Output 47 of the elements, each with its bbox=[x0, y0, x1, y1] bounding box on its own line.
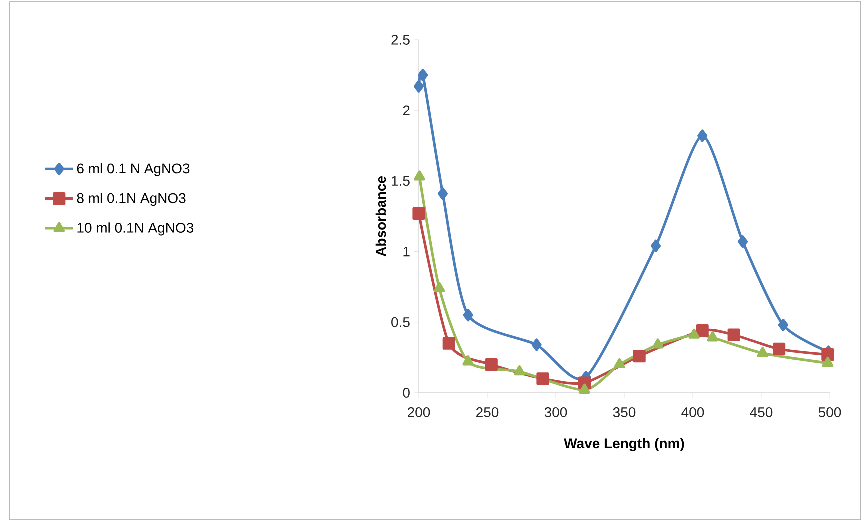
y-tick-label: 1 bbox=[404, 246, 410, 257]
point bbox=[778, 318, 788, 332]
point bbox=[412, 207, 426, 220]
point bbox=[485, 358, 498, 372]
point bbox=[418, 68, 428, 82]
point bbox=[442, 337, 456, 350]
point bbox=[773, 342, 786, 356]
point bbox=[757, 347, 768, 358]
point bbox=[536, 372, 550, 386]
point bbox=[738, 236, 748, 248]
point bbox=[728, 328, 740, 342]
x-axis-title: Wave Length (nm) bbox=[564, 438, 684, 452]
y-tick-label: 2 bbox=[403, 106, 410, 116]
point bbox=[462, 356, 474, 366]
y-tick-label: 0.5 bbox=[392, 317, 410, 328]
y-axis-title: Absorbance bbox=[376, 176, 386, 257]
legend-label: 8 ml 0.1N AgNO3 bbox=[77, 193, 186, 206]
legend-label: 10 ml 0.1N AgNO3 bbox=[78, 222, 194, 236]
y-tick-label: 1.5 bbox=[392, 176, 410, 186]
x-tick-label: 200 bbox=[408, 408, 430, 418]
x-tick-label: 500 bbox=[818, 408, 842, 418]
point bbox=[463, 309, 474, 322]
point bbox=[579, 384, 590, 394]
point bbox=[822, 348, 834, 362]
point bbox=[696, 324, 709, 338]
x-tick-label: 250 bbox=[476, 408, 499, 418]
x-tick-label: 400 bbox=[682, 408, 704, 418]
point bbox=[822, 357, 834, 368]
point bbox=[434, 282, 446, 292]
y-tick-label: 2.5 bbox=[392, 35, 410, 45]
point bbox=[707, 332, 718, 342]
point bbox=[514, 366, 526, 376]
point bbox=[414, 80, 424, 93]
point bbox=[614, 358, 626, 369]
point bbox=[532, 338, 542, 352]
x-tick-label: 300 bbox=[544, 408, 568, 418]
y-tick-label: 0 bbox=[403, 388, 410, 398]
point bbox=[698, 130, 708, 142]
point bbox=[414, 170, 426, 181]
point bbox=[438, 188, 448, 200]
legend-label: 6 ml 0.1 N AgNO3 bbox=[77, 163, 190, 176]
point bbox=[633, 350, 646, 363]
x-tick-label: 450 bbox=[750, 408, 773, 418]
point bbox=[688, 328, 700, 339]
x-tick-label: 350 bbox=[613, 408, 636, 418]
point bbox=[650, 240, 662, 252]
point bbox=[652, 338, 664, 349]
